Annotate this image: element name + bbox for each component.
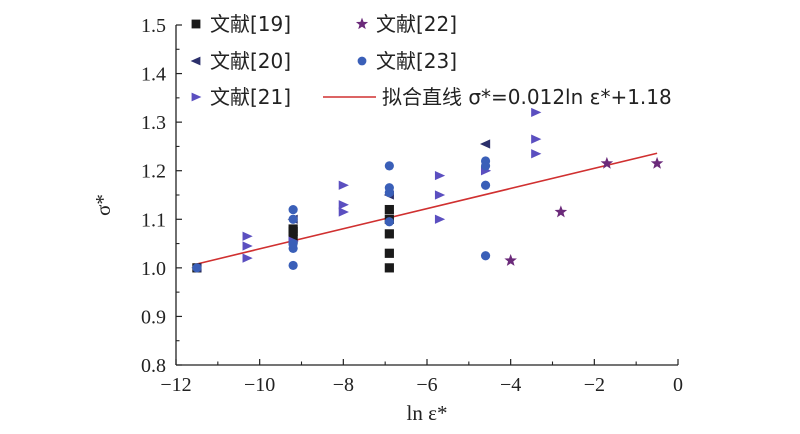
legend-circle-marker [357,56,367,66]
circle-point [480,180,491,190]
circle-point [480,156,491,166]
y-tick-label: 1.2 [141,161,166,183]
square-point [384,204,394,215]
triangle-right-point [338,200,349,210]
x-axis-label: ln ε* [407,401,448,425]
circle-point [192,263,202,273]
triangle-left-point [479,139,491,149]
square-point [384,248,394,258]
square-point [288,224,298,234]
y-axis-label: σ* [91,194,115,216]
triangle-right-point [531,134,542,144]
triangle-right-point [338,207,349,217]
triangle-right-point [242,253,253,263]
x-tick-label: −12 [160,374,191,396]
star-point [650,156,664,169]
x-tick-label: −6 [416,374,437,396]
star-point [600,156,614,169]
data-points [191,107,664,273]
x-tick-label: −8 [333,374,354,396]
triangle-right-point [434,190,446,200]
y-tick-label: 1.5 [141,15,166,37]
circle-point [288,204,298,215]
triangle-right-point [242,231,253,241]
star-point [504,253,517,266]
circle-point [288,214,298,224]
y-tick-label: 1.1 [141,209,166,231]
y-tick-label: 1.4 [141,64,166,86]
fit-line-group [196,152,658,265]
triangle-right-point [242,241,253,251]
y-tick-label: 1.3 [141,112,166,134]
square-point [384,263,394,273]
circle-point [384,217,394,227]
legend-label: 文献[23] [376,49,457,73]
legend-star-marker [355,17,369,30]
circle-point [288,260,298,271]
y-tick-label: 0.9 [141,306,166,328]
x-tick-label: −4 [500,374,521,396]
x-tick-label: −2 [584,374,605,396]
triangle-right-point [338,180,349,190]
legend: 文献[19] 文献[20] 文献[21] 文献[22] 文献[23] 拟合直线 σ*=0.… [190,12,672,109]
legend-label: 文献[19] [210,12,291,36]
triangle-right-point [434,170,446,181]
circle-point [480,251,491,261]
y-tick-label: 1.0 [141,258,166,280]
y-tick-label: 0.8 [141,355,166,377]
circle-point [384,183,394,193]
legend-label: 文献[20] [210,49,291,73]
legend-triangle-left-marker [190,56,201,66]
axes [175,25,678,366]
triangle-right-point [531,149,542,159]
circle-point [288,238,298,249]
legend-label: 文献[22] [376,12,457,36]
tick-marks [175,24,679,366]
star-point [554,205,568,218]
legend-fit-label: 拟合直线 σ*=0.012ln ε*+1.18 [382,85,672,109]
legend-label: 文献[21] [210,85,291,109]
x-tick-label: −10 [244,374,275,396]
tick-labels: −12 −10 −8 −6 −4 −2 0 0.8 0.9 1.0 1.1 1.2 1.3 1.4 1.5 [141,15,683,396]
fit-line [196,152,658,265]
legend-triangle-right-marker [191,92,202,102]
square-point [384,229,394,239]
circle-point [384,161,394,171]
legend-square-marker [191,19,201,29]
x-tick-label: 0 [673,374,683,396]
triangle-right-point [434,214,446,224]
triangle-right-point [531,107,542,118]
